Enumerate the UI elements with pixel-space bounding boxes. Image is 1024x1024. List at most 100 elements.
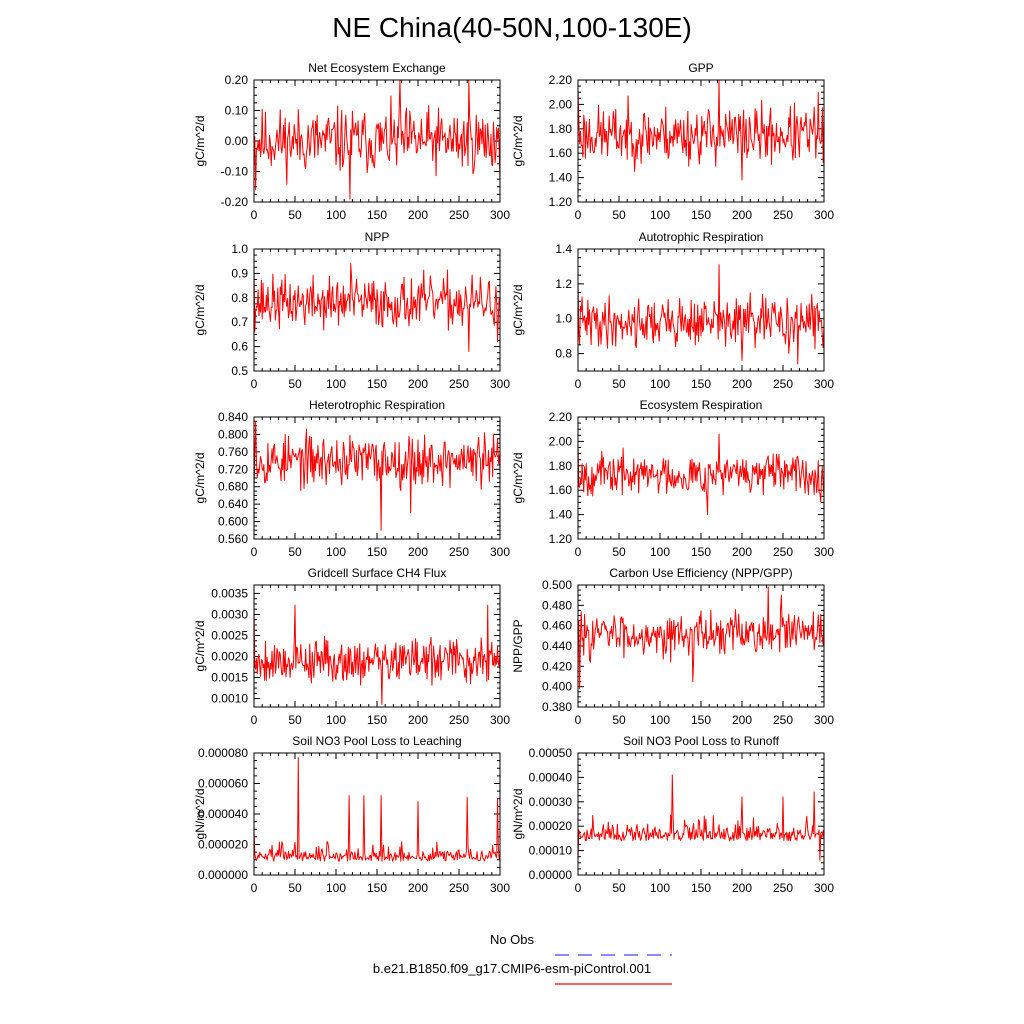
y-tick-label: 1.60 [549,146,573,160]
x-tick-label: 300 [490,545,510,559]
panel-5: Ecosystem Respiration gC/m^2/d 0 50 100 150 20… [511,398,834,559]
y-tick-label: 1.0 [555,312,572,326]
y-tick-label: 0.000020 [198,838,248,852]
x-tick-label: 50 [612,881,626,895]
x-tick-label: 0 [251,545,258,559]
y-tick-label: 1.40 [549,171,573,185]
y-tick-label: 2.20 [549,73,573,87]
y-tick-label: 0.0030 [211,607,248,621]
plot-frame [253,416,501,540]
x-tick-label: 100 [650,545,670,559]
series-line [577,586,825,690]
plot-frame [253,79,501,203]
panel-3: Autotrophic Respiration gC/m^2/d 0 50 100 150… [511,230,834,391]
x-tick-label: 300 [814,713,834,727]
x-tick-label: 50 [288,208,302,222]
x-tick-label: 200 [732,545,752,559]
plot-frame [577,79,825,203]
x-tick-label: 0 [575,713,582,727]
x-tick-label: 150 [691,881,711,895]
x-tick-label: 100 [326,713,346,727]
y-tick-label: 0.00020 [529,819,573,833]
y-tick-label: 0.10 [225,104,249,118]
x-tick-label: 100 [326,208,346,222]
y-tick-label: 0.5 [231,364,248,378]
x-tick-label: 0 [575,377,582,391]
y-tick-label: 0.000000 [198,868,248,882]
panel-7: Carbon Use Efficiency (NPP/GPP) NPP/GPP 0 5… [511,566,834,727]
x-tick-label: 50 [612,208,626,222]
y-tick-label: 2.00 [549,434,573,448]
y-tick-label: 2.00 [549,97,573,111]
y-tick-label: 0.0035 [211,586,248,600]
x-tick-label: 50 [612,713,626,727]
x-tick-label: 300 [814,377,834,391]
x-tick-label: 0 [575,881,582,895]
y-tick-label: 0.640 [218,497,248,511]
panel-ylabel: gC/m^2/d [193,116,207,167]
y-tick-label: 0.680 [218,480,248,494]
panel-title: Gridcell Surface CH4 Flux [308,566,447,580]
x-tick-label: 100 [650,208,670,222]
plot-frame [253,248,501,372]
panel-ylabel: gC/m^2/d [511,453,525,504]
panel-ylabel: gC/m^2/d [193,285,207,336]
x-tick-label: 0 [575,208,582,222]
panel-title: Heterotrophic Respiration [309,398,445,412]
panel-title: GPP [688,61,713,75]
x-tick-label: 300 [814,881,834,895]
y-tick-label: 1.80 [549,122,573,136]
x-tick-label: 150 [691,713,711,727]
plot-frame [253,752,501,876]
x-tick-label: 300 [490,713,510,727]
x-tick-label: 150 [367,545,387,559]
x-tick-label: 200 [408,208,428,222]
panel-9: Soil NO3 Pool Loss to Runoff gN/m^2/d 0 50 1… [511,734,834,895]
panel-title: Net Ecosystem Exchange [308,61,446,75]
y-tick-label: 0.420 [542,659,572,673]
y-tick-label: 0.00010 [529,844,573,858]
y-tick-label: 0.9 [231,266,248,280]
y-tick-label: 0.000040 [198,807,248,821]
panel-title: Soil NO3 Pool Loss to Leaching [292,734,461,748]
y-tick-label: 0.0010 [211,692,248,706]
panel-ylabel: NPP/GPP [511,619,525,672]
y-tick-label: 1.20 [549,532,573,546]
x-tick-label: 200 [408,545,428,559]
y-tick-label: 0.760 [218,445,248,459]
panel-1: GPP gC/m^2/d 0 50 100 150 200 250 300 1.20 1.40 1.6… [511,61,834,222]
x-tick-label: 300 [490,881,510,895]
y-tick-label: 0.7 [231,315,248,329]
x-tick-label: 100 [326,545,346,559]
x-tick-label: 250 [773,377,793,391]
x-tick-label: 200 [732,377,752,391]
y-tick-label: 0.00 [225,134,249,148]
x-tick-label: 50 [288,713,302,727]
series-line [577,433,825,516]
series-line [577,774,825,861]
y-tick-label: 0.560 [218,532,248,546]
panel-2: NPP gC/m^2/d 0 50 100 150 200 250 300 0.5 0.6 0.7 0.… [193,230,510,391]
panel-ylabel: gC/m^2/d [193,621,207,672]
y-tick-label: 0.000080 [198,746,248,760]
x-tick-label: 250 [449,208,469,222]
y-tick-label: 0.20 [225,73,249,87]
x-tick-label: 300 [490,208,510,222]
x-tick-label: 0 [251,881,258,895]
x-tick-label: 100 [650,881,670,895]
y-tick-label: -0.10 [221,165,249,179]
x-tick-label: 150 [367,713,387,727]
y-tick-label: 0.800 [218,427,248,441]
y-tick-label: -0.20 [221,195,249,209]
x-tick-label: 250 [773,713,793,727]
x-tick-label: 50 [612,545,626,559]
panel-title: Ecosystem Respiration [640,398,763,412]
x-tick-label: 250 [773,545,793,559]
y-tick-label: 0.00050 [529,746,573,760]
x-tick-label: 0 [251,208,258,222]
x-tick-label: 300 [814,208,834,222]
panel-0: Net Ecosystem Exchange gC/m^2/d 0 50 100 150 2… [193,61,510,222]
x-tick-label: 200 [408,881,428,895]
x-tick-label: 250 [449,713,469,727]
